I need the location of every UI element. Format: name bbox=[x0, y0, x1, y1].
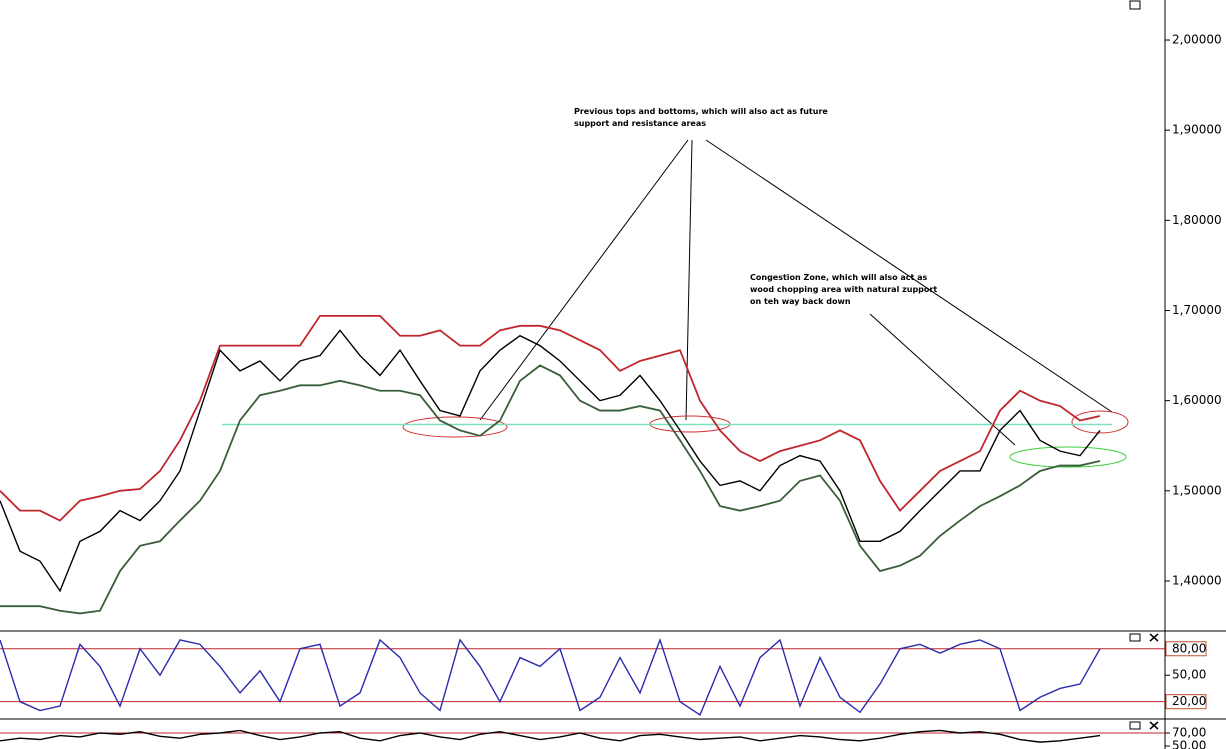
series-line bbox=[0, 329, 1101, 593]
close-button[interactable] bbox=[1149, 633, 1159, 642]
series-line bbox=[0, 637, 1101, 716]
y-tick-label: 1,80000 bbox=[1172, 213, 1222, 227]
y-tick-label: 1,70000 bbox=[1172, 303, 1222, 317]
y-tick-label: 70,00 bbox=[1172, 726, 1206, 740]
series-line bbox=[0, 315, 1101, 522]
highlight-ellipse bbox=[1071, 410, 1129, 434]
tick-box bbox=[1165, 641, 1207, 657]
y-tick-label: 1,60000 bbox=[1172, 393, 1222, 407]
annotation: Congestion Zone, which will also act as bbox=[750, 273, 928, 282]
annotation-shapes bbox=[402, 139, 1129, 468]
annotation: support and resistance areas bbox=[574, 119, 706, 128]
leader-line bbox=[685, 139, 693, 421]
pane-button[interactable] bbox=[1129, 633, 1141, 642]
y-tick-label: 2,00000 bbox=[1172, 33, 1222, 47]
y-tick-label: 80,00 bbox=[1172, 641, 1206, 655]
leader-line bbox=[479, 139, 689, 421]
highlight-ellipse bbox=[1009, 446, 1127, 468]
y-tick-label: 50,00 bbox=[1172, 739, 1206, 749]
annotation: on teh way back down bbox=[750, 297, 851, 306]
highlight-ellipse bbox=[402, 416, 508, 438]
y-tick-label: 1,40000 bbox=[1172, 573, 1222, 587]
annotation: wood chopping area with natural zupport bbox=[750, 285, 937, 294]
y-tick-label: 20,00 bbox=[1172, 694, 1206, 708]
leader-line bbox=[869, 313, 1016, 446]
tick-box bbox=[1165, 694, 1207, 710]
annotation: Previous tops and bottoms, which will al… bbox=[574, 107, 828, 116]
leader-line bbox=[705, 139, 1113, 413]
pane-button[interactable] bbox=[1129, 0, 1141, 10]
y-tick-label: 50,00 bbox=[1172, 668, 1206, 682]
series-line bbox=[0, 364, 1101, 615]
series-line bbox=[0, 729, 1101, 743]
close-button[interactable] bbox=[1149, 721, 1159, 730]
y-tick-label: 1,90000 bbox=[1172, 123, 1222, 137]
pane-button[interactable] bbox=[1129, 721, 1141, 730]
y-tick-label: 1,50000 bbox=[1172, 483, 1222, 497]
